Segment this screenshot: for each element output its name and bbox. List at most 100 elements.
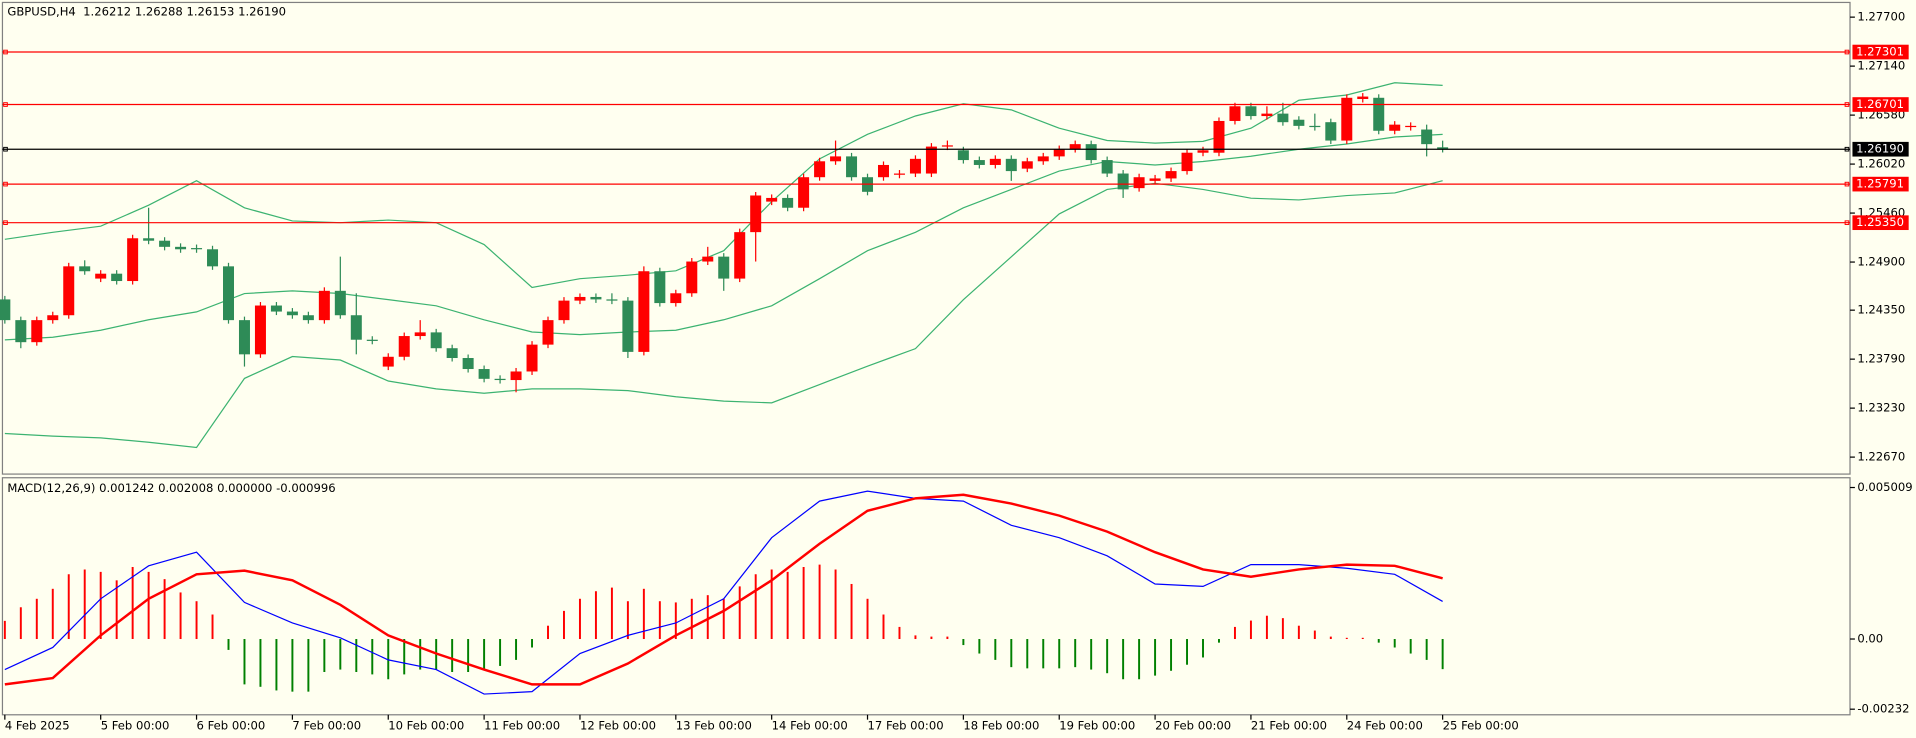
candle-body xyxy=(638,271,650,352)
x-tick-label: 25 Feb 00:00 xyxy=(1443,718,1519,732)
candle-body xyxy=(414,332,426,337)
candle-body xyxy=(127,238,139,282)
candle-body xyxy=(893,173,905,175)
candle-body xyxy=(1005,158,1017,172)
band-lower xyxy=(4,180,1443,449)
x-tick-label: 11 Feb 00:00 xyxy=(484,718,560,732)
level-label-box xyxy=(1852,44,1909,60)
candle-body xyxy=(1053,149,1065,157)
level-anchor xyxy=(1844,49,1850,55)
candle-body xyxy=(222,266,234,321)
candle-body xyxy=(1133,177,1145,189)
candle-body xyxy=(143,238,155,241)
macd-title: MACD(12,26,9) 0.001242 0.002008 0.000000… xyxy=(7,481,335,495)
candle-body xyxy=(31,320,43,343)
level-label-box xyxy=(1852,176,1909,192)
candle-body xyxy=(254,305,266,355)
candle-body xyxy=(1341,97,1353,141)
x-tick-label: 19 Feb 00:00 xyxy=(1059,718,1135,732)
level-label-box xyxy=(1852,215,1909,231)
candle-body xyxy=(462,358,474,370)
y-tick-label: 1.26020 xyxy=(1857,157,1905,171)
candle-body xyxy=(207,249,219,267)
candle-body xyxy=(606,299,618,301)
y-tick-label: 1.24350 xyxy=(1857,303,1905,317)
macd-line xyxy=(4,490,1443,695)
candle-body xyxy=(1213,120,1225,153)
y-tick-label: 0.005009 xyxy=(1857,480,1912,494)
candle-body xyxy=(1405,125,1417,128)
candle-body xyxy=(1357,96,1369,100)
candle-body xyxy=(1181,152,1193,172)
candle-body xyxy=(47,315,59,321)
candle-body xyxy=(830,156,842,162)
candle-body xyxy=(941,145,953,147)
candle-body xyxy=(989,158,1001,165)
candle-body xyxy=(1149,178,1161,181)
candle-body xyxy=(542,320,554,345)
x-tick-label: 10 Feb 00:00 xyxy=(388,718,464,732)
level-label-box xyxy=(1852,141,1909,157)
candle-body xyxy=(398,336,410,357)
candle-body xyxy=(1037,156,1049,162)
candle-body xyxy=(957,150,969,161)
y-tick-label: -0.00232 xyxy=(1857,702,1909,716)
candle-body xyxy=(111,273,123,282)
level-label-box xyxy=(1852,97,1909,112)
candle-body xyxy=(238,320,250,355)
candle-body xyxy=(750,195,762,233)
macd-panel xyxy=(1,477,1851,716)
candle-body xyxy=(766,197,778,202)
candle-body xyxy=(1293,119,1305,126)
x-tick-label: 24 Feb 00:00 xyxy=(1347,718,1423,732)
candle-body xyxy=(1021,161,1033,169)
candle-body xyxy=(15,320,27,343)
price-panel xyxy=(1,1,1851,475)
candle-body xyxy=(318,290,330,321)
y-tick-label: 1.23230 xyxy=(1857,401,1905,415)
x-tick-label: 14 Feb 00:00 xyxy=(772,718,848,732)
level-anchor xyxy=(3,181,8,187)
level-label: 1.25791 xyxy=(1856,177,1904,191)
level-anchor xyxy=(1844,220,1850,226)
candle-body xyxy=(286,311,298,316)
candle-body xyxy=(814,161,826,178)
candle-body xyxy=(0,299,11,321)
candle-body xyxy=(877,164,889,178)
level-label: 1.25350 xyxy=(1856,215,1904,229)
x-tick-label: 18 Feb 00:00 xyxy=(963,718,1039,732)
candle-body xyxy=(734,232,746,279)
candle-body xyxy=(1261,113,1273,117)
candle-body xyxy=(302,315,314,321)
candle-body xyxy=(718,256,730,279)
x-tick-label: 4 Feb 2025 xyxy=(5,718,70,732)
candle-body xyxy=(1197,150,1209,153)
candle-body xyxy=(366,339,378,341)
candle-body xyxy=(1421,129,1433,145)
candle-body xyxy=(446,348,458,359)
candle-body xyxy=(782,197,794,208)
candle-body xyxy=(510,371,522,381)
y-tick-label: 1.27140 xyxy=(1857,59,1905,73)
x-tick-label: 17 Feb 00:00 xyxy=(868,718,944,732)
candle-body xyxy=(1437,147,1449,150)
level-anchor xyxy=(3,146,8,152)
candle-body xyxy=(526,344,538,372)
x-tick-label: 21 Feb 00:00 xyxy=(1251,718,1327,732)
candle-body xyxy=(654,271,666,304)
candle-body xyxy=(350,315,362,340)
candle-body xyxy=(1373,97,1385,131)
y-tick-label: 1.24900 xyxy=(1857,255,1905,269)
candle-body xyxy=(574,296,586,301)
level-anchor xyxy=(1844,181,1850,187)
x-tick-label: 6 Feb 00:00 xyxy=(197,718,266,732)
candle-body xyxy=(1229,106,1241,121)
candle-body xyxy=(1245,106,1257,117)
level-label: 1.27301 xyxy=(1856,45,1904,59)
level-label: 1.26190 xyxy=(1856,142,1904,156)
x-tick-label: 13 Feb 00:00 xyxy=(676,718,752,732)
y-tick-label: 1.27700 xyxy=(1857,10,1905,24)
candle-body xyxy=(925,146,937,174)
